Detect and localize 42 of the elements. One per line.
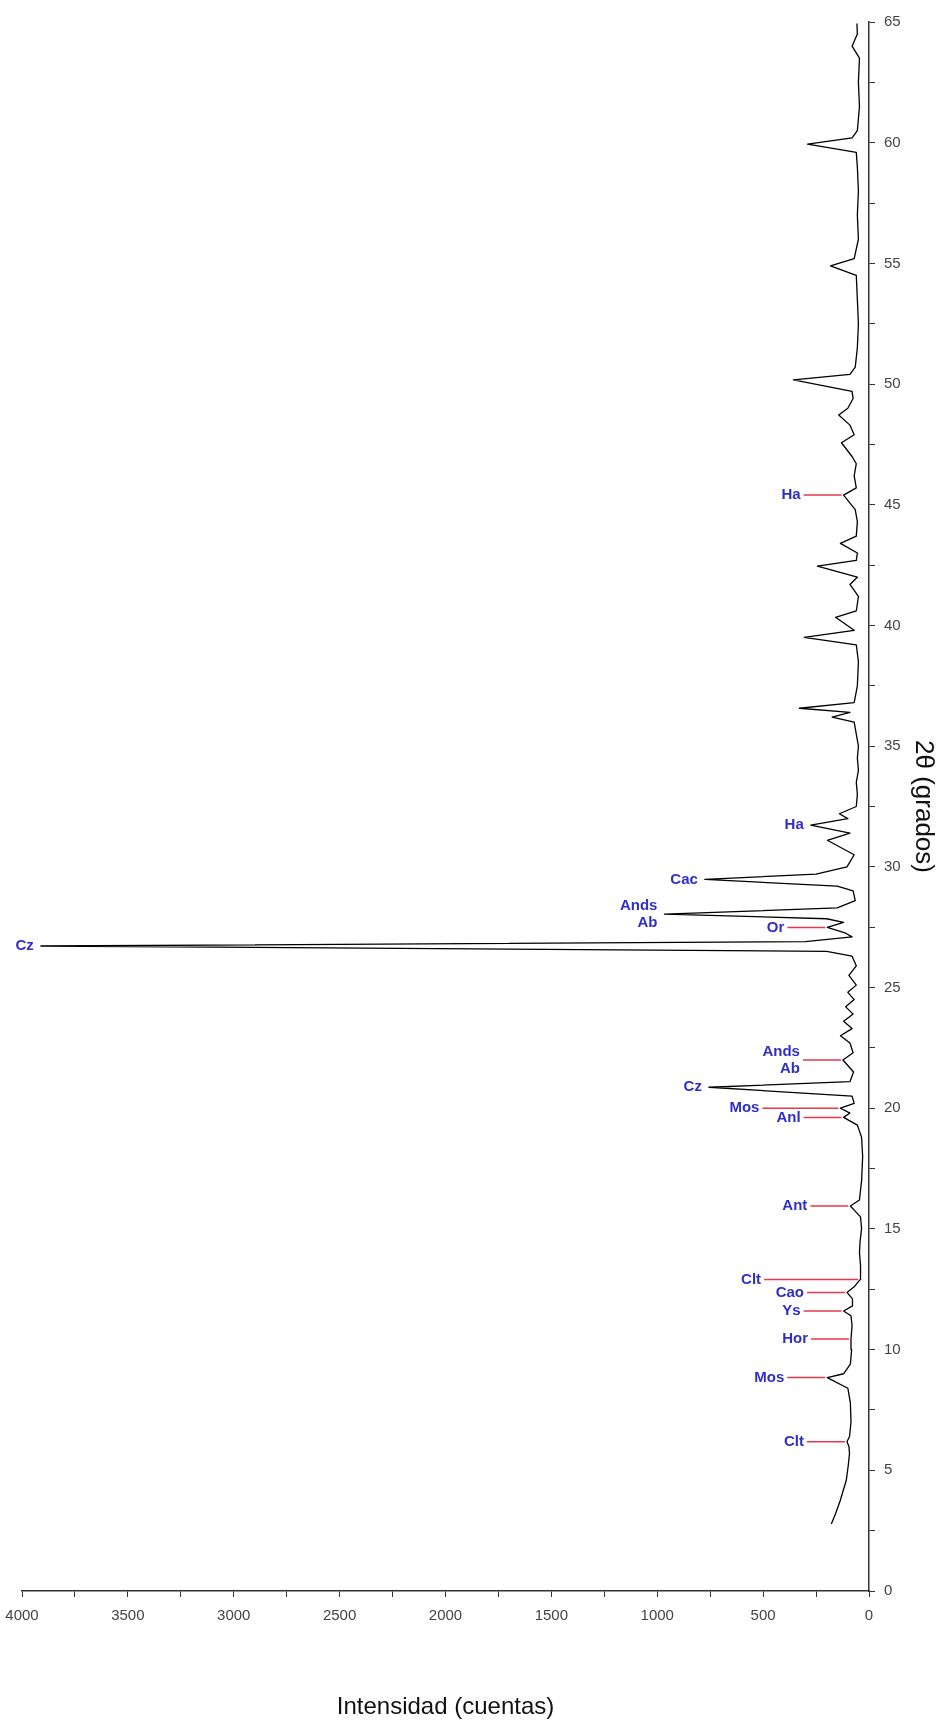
annotation: Mos (754, 1367, 785, 1385)
x-tick-label: 1000 (640, 1606, 674, 1624)
y-tick-label: 45 (884, 494, 901, 512)
annotation: Ands Ab (619, 895, 658, 930)
annotation: Ha (784, 815, 805, 833)
annotation: Cz (683, 1077, 702, 1095)
annotation: Ha (781, 485, 802, 503)
x-axis-title: Intensidad (cuentas) (336, 1692, 555, 1720)
annotation: Or (766, 917, 785, 935)
annotation: Cao (775, 1282, 804, 1300)
y-tick-label: 55 (884, 253, 901, 271)
annotation: Ant (782, 1196, 808, 1214)
x-tick-label: 0 (864, 1606, 874, 1624)
x-tick-label: 1500 (534, 1606, 569, 1624)
annotation: Clt (783, 1431, 804, 1449)
x-tick-label: 2500 (322, 1606, 357, 1624)
x-tick-label: 3500 (111, 1606, 145, 1624)
annotation: Ys (782, 1301, 801, 1319)
y-tick-label: 0 (884, 1581, 893, 1599)
annotation: Cz (15, 936, 34, 954)
x-tick-label: 500 (750, 1606, 776, 1624)
x-tick-label: 3000 (217, 1606, 251, 1624)
y-tick-label: 35 (884, 736, 901, 754)
y-tick-label: 30 (884, 856, 901, 874)
annotation: Mos (729, 1098, 760, 1116)
x-tick-label: 2000 (428, 1606, 463, 1624)
y-tick-label: 15 (884, 1219, 901, 1237)
y-axis-title: 2θ (grados) (910, 740, 941, 873)
y-tick-label: 20 (884, 1098, 901, 1116)
y-tick-label: 40 (884, 615, 901, 633)
annotation: Hor (782, 1329, 809, 1347)
y-tick-label: 50 (884, 374, 901, 392)
x-tick-label: 4000 (5, 1606, 39, 1624)
y-tick-label: 60 (884, 132, 901, 150)
y-tick-label: 25 (884, 977, 901, 995)
annotation: Ands Ab (762, 1041, 800, 1076)
annotation: Clt (741, 1269, 762, 1287)
y-tick-label: 10 (884, 1339, 901, 1357)
y-tick-label: 5 (884, 1460, 893, 1478)
annotation: Cac (670, 869, 698, 887)
y-tick-label: 65 (884, 12, 901, 30)
annotation: Anl (776, 1107, 801, 1125)
